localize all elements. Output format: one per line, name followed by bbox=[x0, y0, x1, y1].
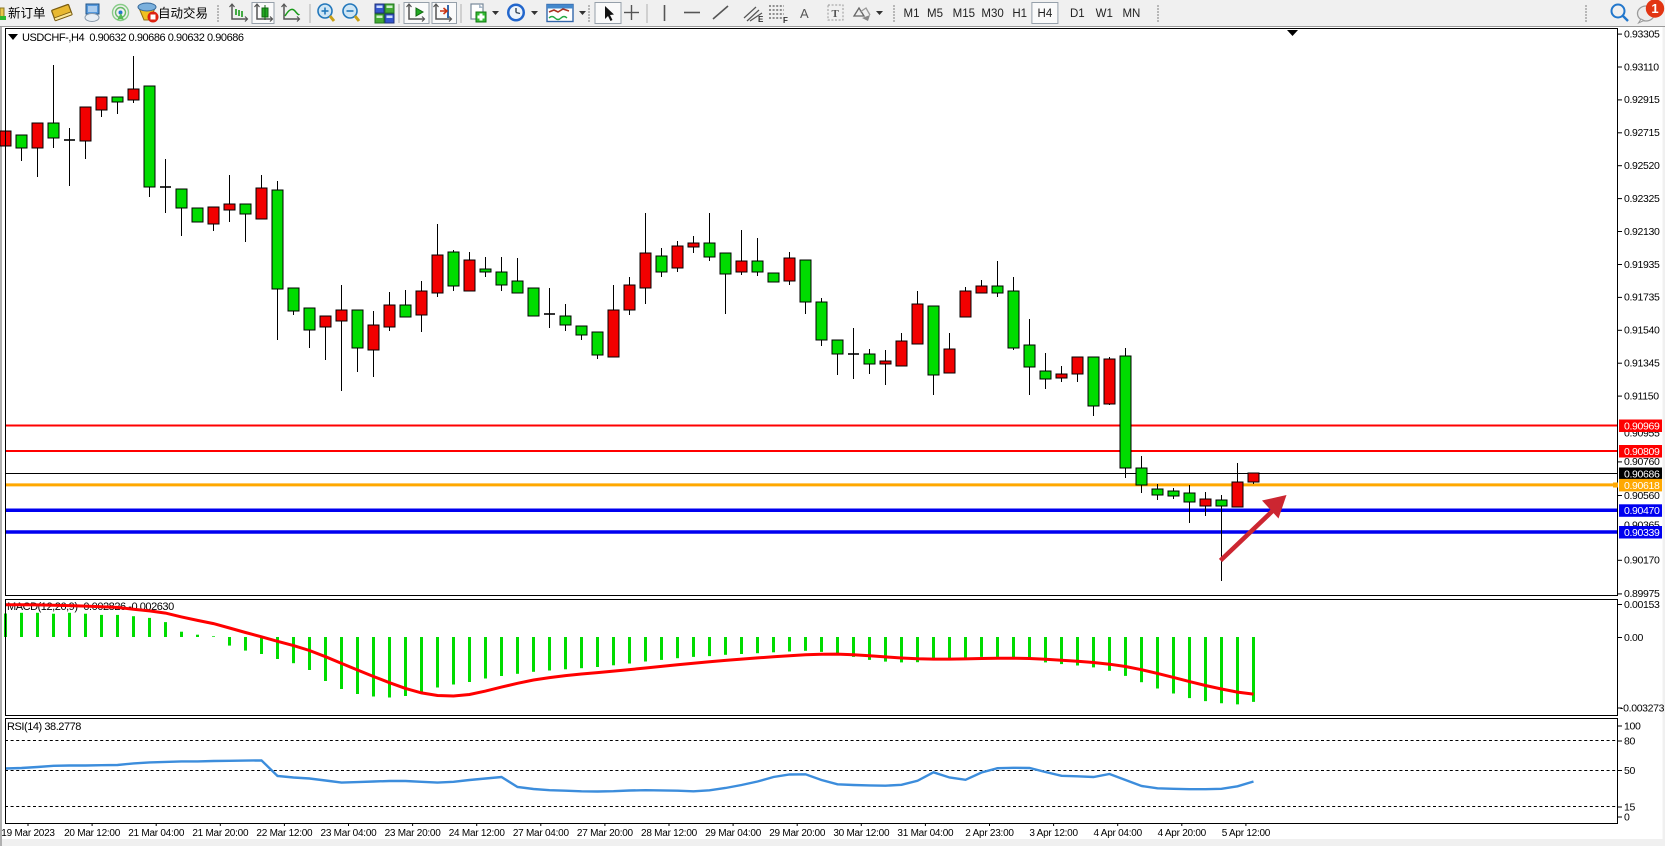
svg-text:0.92130: 0.92130 bbox=[1624, 226, 1660, 238]
svg-text:0.93110: 0.93110 bbox=[1624, 61, 1659, 73]
svg-text:31 Mar 04:00: 31 Mar 04:00 bbox=[897, 828, 954, 839]
svg-text:27 Mar 20:00: 27 Mar 20:00 bbox=[577, 828, 634, 839]
svg-text:MN: MN bbox=[1122, 8, 1140, 20]
svg-text:29 Mar 04:00: 29 Mar 04:00 bbox=[705, 828, 762, 839]
svg-text:0.00153: 0.00153 bbox=[1624, 599, 1660, 611]
svg-text:0.90470: 0.90470 bbox=[1624, 505, 1660, 517]
svg-text:1: 1 bbox=[1651, 1, 1658, 16]
svg-text:0.90969: 0.90969 bbox=[1624, 420, 1660, 432]
svg-text:W1: W1 bbox=[1096, 8, 1113, 20]
svg-text:15: 15 bbox=[1624, 801, 1635, 813]
svg-text:0.90618: 0.90618 bbox=[1624, 480, 1660, 492]
svg-text:19 Mar 2023: 19 Mar 2023 bbox=[1, 828, 55, 839]
svg-text:自动交易: 自动交易 bbox=[158, 6, 208, 21]
svg-text:30 Mar 12:00: 30 Mar 12:00 bbox=[833, 828, 890, 839]
svg-text:0.90809: 0.90809 bbox=[1624, 446, 1660, 458]
svg-text:E: E bbox=[758, 15, 764, 24]
svg-text:M15: M15 bbox=[953, 8, 975, 20]
svg-text:22 Mar 12:00: 22 Mar 12:00 bbox=[256, 828, 313, 839]
svg-text:0.89975: 0.89975 bbox=[1624, 588, 1660, 600]
svg-text:29 Mar 20:00: 29 Mar 20:00 bbox=[769, 828, 826, 839]
svg-text:新订单: 新订单 bbox=[8, 6, 46, 21]
svg-text:0.91735: 0.91735 bbox=[1624, 292, 1660, 304]
svg-text:24 Mar 12:00: 24 Mar 12:00 bbox=[449, 828, 506, 839]
svg-text:D1: D1 bbox=[1070, 8, 1085, 20]
svg-text:USDCHF-,H4 0.90632 0.90686 0.: USDCHF-,H4 0.90632 0.90686 0.90632 0.906… bbox=[22, 32, 244, 44]
svg-text:50: 50 bbox=[1624, 765, 1635, 777]
svg-text:0.90760: 0.90760 bbox=[1624, 456, 1660, 468]
svg-text:M1: M1 bbox=[904, 8, 920, 20]
svg-text:0.92325: 0.92325 bbox=[1624, 193, 1660, 205]
svg-text:H4: H4 bbox=[1038, 8, 1053, 20]
svg-text:0.90339: 0.90339 bbox=[1624, 527, 1660, 539]
svg-text:0.90560: 0.90560 bbox=[1624, 490, 1660, 502]
svg-text:0: 0 bbox=[1624, 811, 1630, 823]
svg-text:28 Mar 12:00: 28 Mar 12:00 bbox=[641, 828, 698, 839]
svg-text:M30: M30 bbox=[981, 8, 1003, 20]
svg-text:100: 100 bbox=[1624, 720, 1641, 732]
svg-text:0.90170: 0.90170 bbox=[1624, 555, 1660, 567]
svg-text:0.92520: 0.92520 bbox=[1624, 160, 1660, 172]
svg-text:20 Mar 12:00: 20 Mar 12:00 bbox=[64, 828, 121, 839]
svg-text:0.92715: 0.92715 bbox=[1624, 127, 1660, 139]
svg-text:0.91935: 0.91935 bbox=[1624, 259, 1660, 271]
svg-text:27 Mar 04:00: 27 Mar 04:00 bbox=[513, 828, 570, 839]
svg-text:23 Mar 04:00: 23 Mar 04:00 bbox=[321, 828, 378, 839]
svg-text:80: 80 bbox=[1624, 735, 1635, 747]
svg-text:5 Apr 12:00: 5 Apr 12:00 bbox=[1222, 828, 1271, 839]
svg-text:A: A bbox=[800, 6, 809, 21]
svg-text:0.92915: 0.92915 bbox=[1624, 94, 1660, 106]
svg-text:3 Apr 12:00: 3 Apr 12:00 bbox=[1029, 828, 1078, 839]
svg-text:H1: H1 bbox=[1012, 8, 1027, 20]
svg-text:21 Mar 04:00: 21 Mar 04:00 bbox=[128, 828, 185, 839]
svg-text:2 Apr 23:00: 2 Apr 23:00 bbox=[965, 828, 1014, 839]
svg-text:RSI(14) 38.2778: RSI(14) 38.2778 bbox=[7, 721, 81, 733]
svg-text:-0.003273: -0.003273 bbox=[1620, 702, 1665, 714]
svg-text:0.00: 0.00 bbox=[1624, 632, 1644, 644]
svg-text:0.90686: 0.90686 bbox=[1624, 468, 1660, 480]
svg-text:0.91150: 0.91150 bbox=[1624, 390, 1659, 402]
svg-text:M5: M5 bbox=[927, 8, 943, 20]
svg-text:F: F bbox=[783, 16, 788, 25]
svg-text:0.91345: 0.91345 bbox=[1624, 358, 1660, 370]
svg-text:4 Apr 20:00: 4 Apr 20:00 bbox=[1158, 828, 1207, 839]
svg-text:T: T bbox=[832, 8, 840, 20]
svg-text:0.93305: 0.93305 bbox=[1624, 28, 1660, 40]
svg-text:4 Apr 04:00: 4 Apr 04:00 bbox=[1093, 828, 1142, 839]
svg-text:21 Mar 20:00: 21 Mar 20:00 bbox=[192, 828, 249, 839]
svg-text:0.91540: 0.91540 bbox=[1624, 325, 1660, 337]
svg-text:23 Mar 20:00: 23 Mar 20:00 bbox=[385, 828, 442, 839]
